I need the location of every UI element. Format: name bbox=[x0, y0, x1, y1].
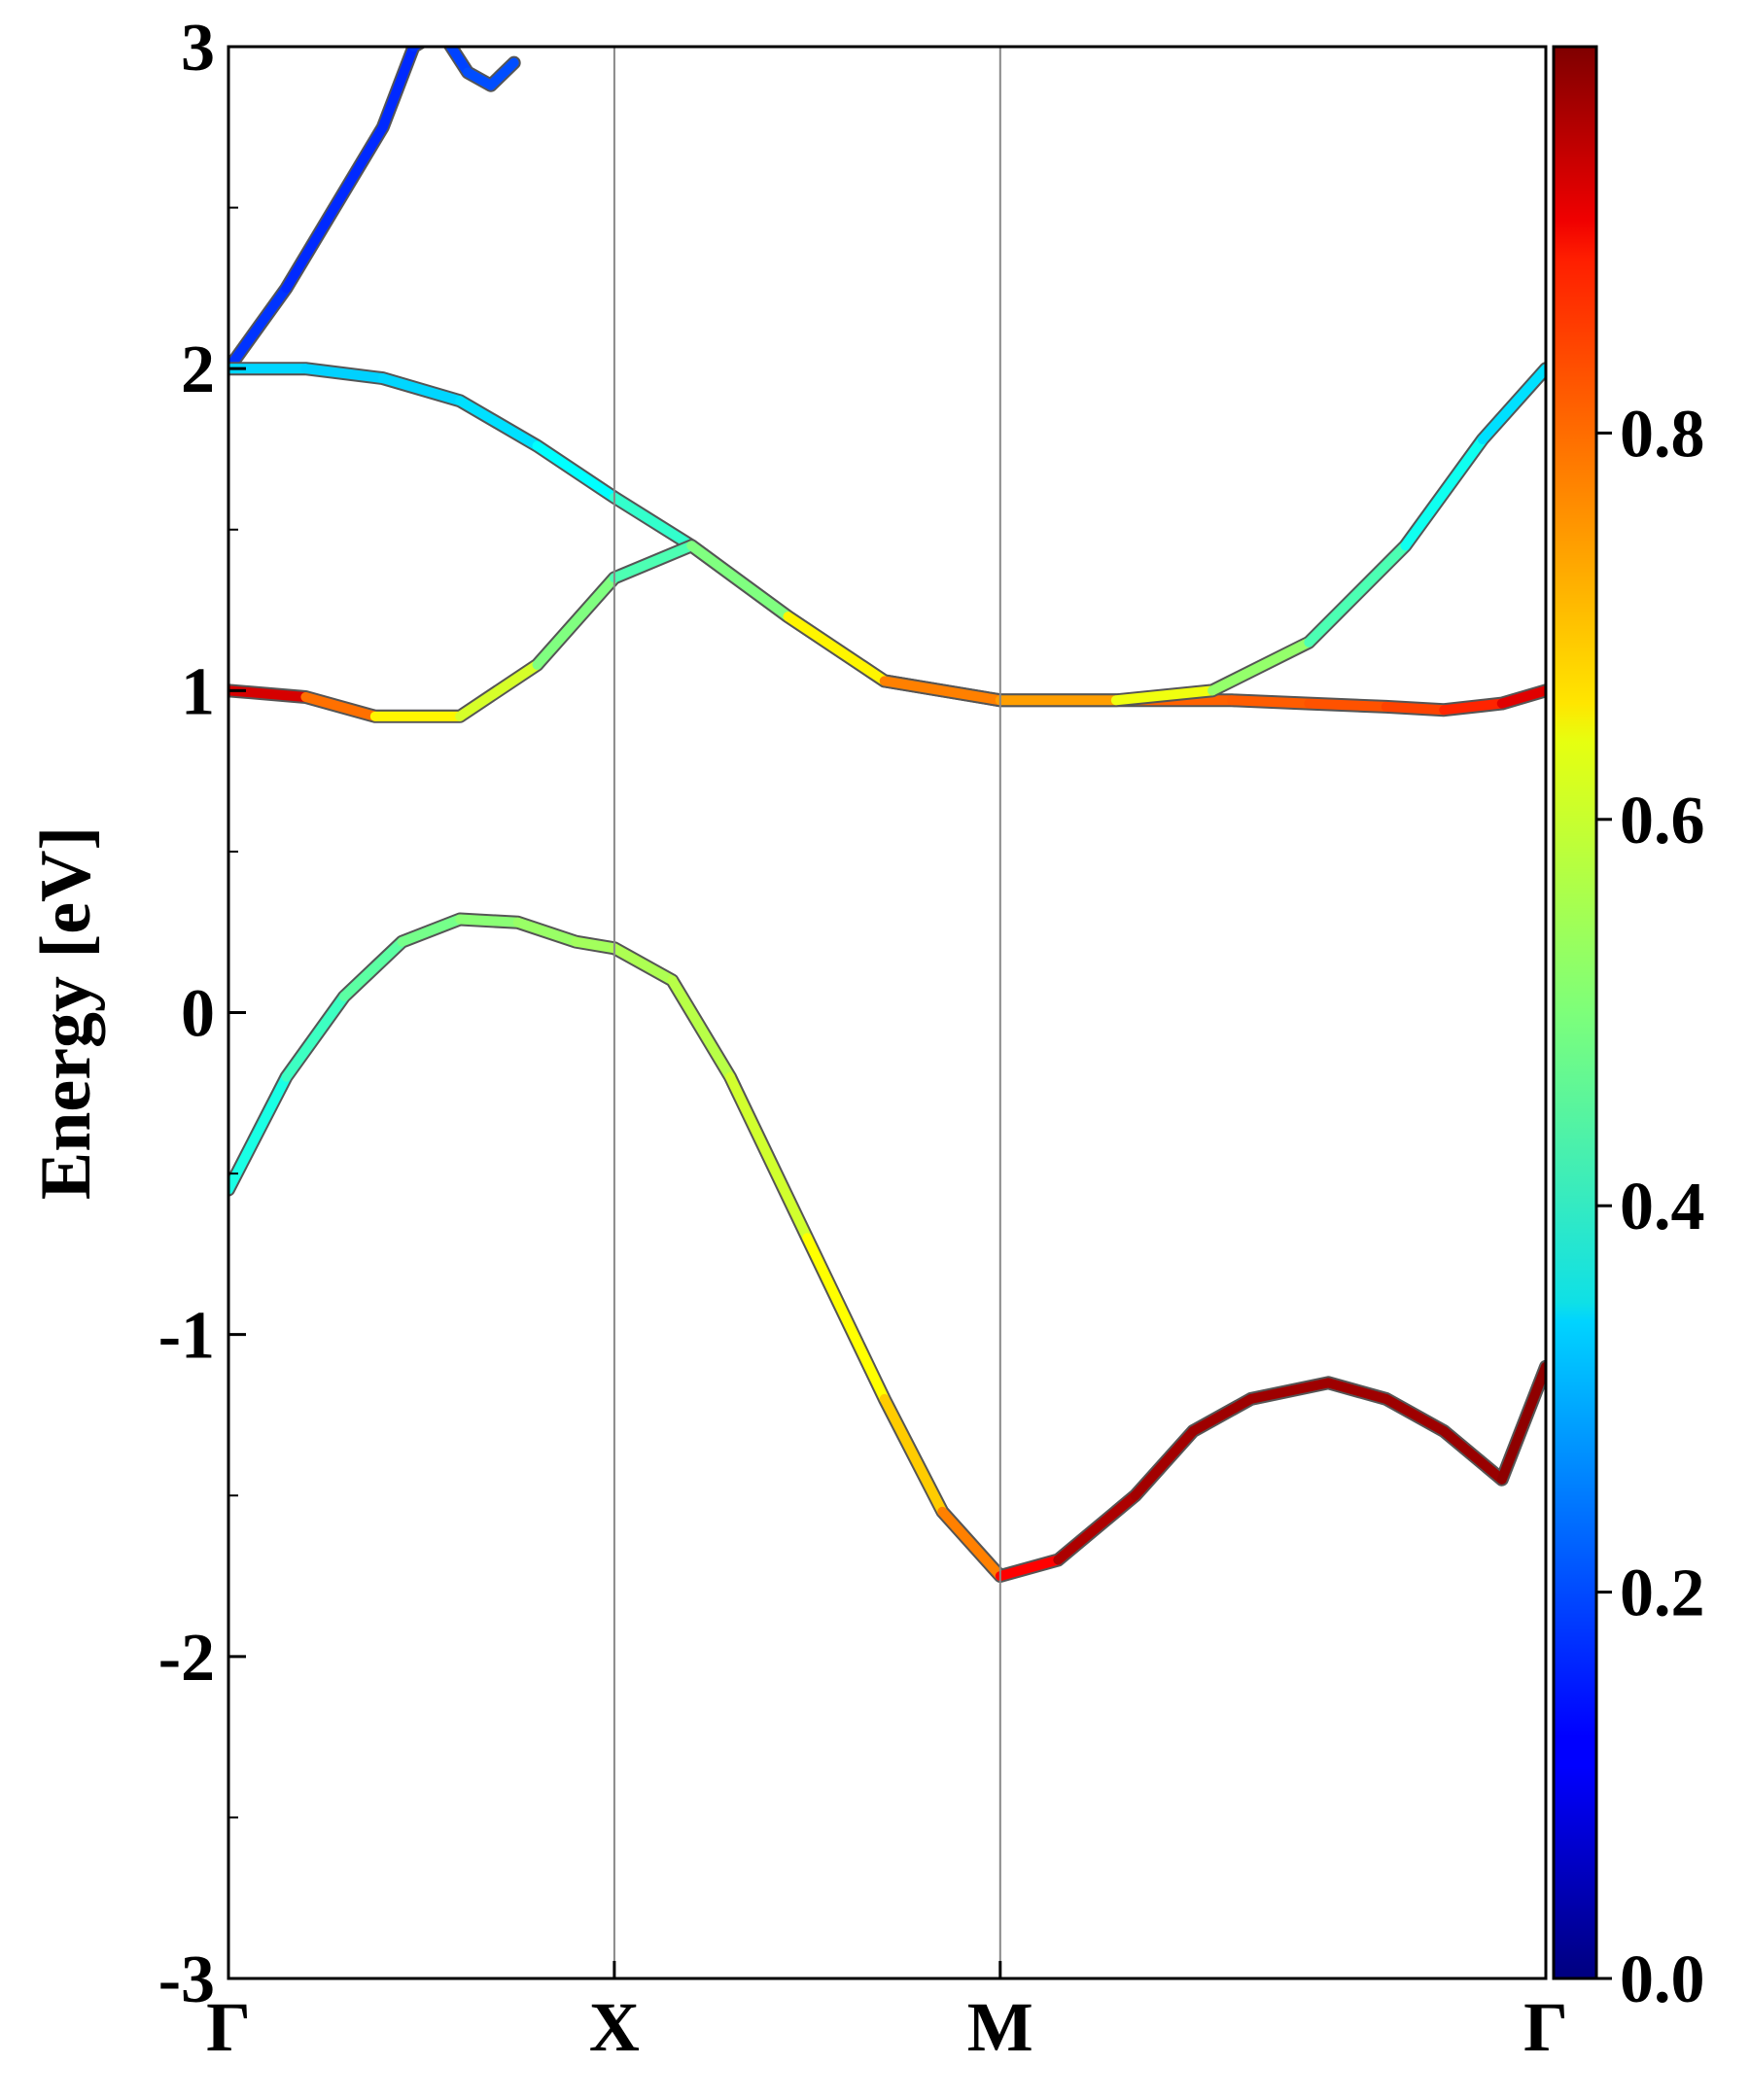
band-2-segment bbox=[1110, 685, 1218, 706]
band-2-segment bbox=[609, 541, 697, 583]
band-2-segment bbox=[455, 659, 542, 721]
band-1-segment bbox=[1381, 701, 1450, 716]
y-axis: 3 2 1 0 -1 -2 -3 bbox=[158, 11, 246, 2017]
band-3-segment bbox=[1130, 1426, 1199, 1501]
band-2-segment bbox=[532, 573, 619, 670]
band-lines bbox=[228, 47, 1546, 1583]
plot-area bbox=[228, 47, 1546, 1978]
band-3-segment bbox=[512, 917, 581, 947]
band-3-segment bbox=[609, 943, 678, 986]
y-axis-label: Energy [eV] bbox=[26, 826, 106, 1200]
band-1-segment bbox=[377, 373, 466, 406]
kpoint-label: Γ bbox=[206, 1988, 251, 2066]
band-0-segment bbox=[445, 47, 473, 78]
band-3-segment bbox=[1381, 1393, 1450, 1437]
band-3-segment bbox=[571, 936, 619, 954]
y-tick-label: 0 bbox=[181, 977, 215, 1052]
band-3-segment bbox=[228, 1071, 292, 1195]
band-1-segment bbox=[1304, 698, 1391, 712]
kpoint-separators bbox=[612, 47, 1001, 1978]
band-1-segment bbox=[1496, 685, 1546, 709]
kpoint-label: X bbox=[589, 1988, 640, 2066]
kpoint-label: M bbox=[967, 1988, 1033, 2066]
band-0-segment bbox=[377, 47, 419, 132]
band-1-segment bbox=[300, 364, 388, 384]
y-tick-label: -2 bbox=[158, 1621, 215, 1696]
colorbar-tick-label: 0.0 bbox=[1620, 1942, 1705, 2017]
colorbar-tick-label: 0.8 bbox=[1620, 397, 1705, 472]
band-3-segment bbox=[281, 991, 350, 1082]
band-2-segment bbox=[1304, 541, 1411, 648]
band-1-segment bbox=[1226, 695, 1314, 709]
band-1-segment bbox=[455, 396, 542, 451]
band-3-segment bbox=[1323, 1378, 1391, 1404]
band-3-segment bbox=[1496, 1361, 1546, 1485]
band-3-segment bbox=[339, 936, 407, 1001]
band-3-segment bbox=[1439, 1426, 1507, 1485]
colorbar-tick-label: 0.6 bbox=[1620, 784, 1705, 858]
band-2-segment bbox=[879, 676, 1005, 706]
band-2-segment bbox=[686, 541, 793, 622]
band-1-segment bbox=[609, 492, 697, 551]
band-0-segment bbox=[485, 57, 519, 90]
band-2-segment bbox=[1400, 435, 1488, 551]
band-3-segment bbox=[667, 975, 735, 1082]
band-2-segment bbox=[300, 691, 380, 721]
band-2-segment bbox=[1477, 364, 1546, 445]
band-1-segment bbox=[1439, 698, 1507, 716]
colorbar-tick-label: 0.4 bbox=[1620, 1170, 1705, 1244]
band-0-segment bbox=[228, 283, 292, 374]
band-3-segment bbox=[995, 1555, 1064, 1582]
band-3-segment bbox=[802, 1233, 890, 1404]
band-3-segment bbox=[937, 1506, 1005, 1582]
band-0-segment bbox=[408, 47, 424, 52]
band-3-segment bbox=[724, 1071, 813, 1243]
band-2-segment bbox=[783, 612, 890, 686]
y-tick-label: 2 bbox=[181, 332, 215, 407]
y-tick-label: -3 bbox=[158, 1942, 215, 2017]
band-2-segment bbox=[1208, 637, 1314, 696]
colorbar-ticks: 0.0 0.2 0.4 0.6 0.8 bbox=[1596, 397, 1705, 2017]
y-tick-label: 1 bbox=[181, 654, 215, 729]
band-0-segment bbox=[281, 122, 388, 294]
band-3-segment bbox=[1245, 1378, 1334, 1404]
band-3-segment bbox=[455, 914, 523, 928]
colorbar-tick-label: 0.2 bbox=[1620, 1557, 1705, 1631]
band-3-segment bbox=[397, 914, 466, 947]
band-3-segment bbox=[879, 1393, 948, 1517]
kpoint-label: Γ bbox=[1523, 1988, 1568, 2066]
y-tick-label: 3 bbox=[181, 11, 215, 86]
band-3-segment bbox=[1188, 1393, 1256, 1437]
band-3-segment bbox=[1053, 1490, 1140, 1565]
colorbar bbox=[1552, 45, 1598, 1980]
band-1-segment bbox=[532, 440, 619, 503]
y-tick-label: -1 bbox=[158, 1299, 215, 1374]
